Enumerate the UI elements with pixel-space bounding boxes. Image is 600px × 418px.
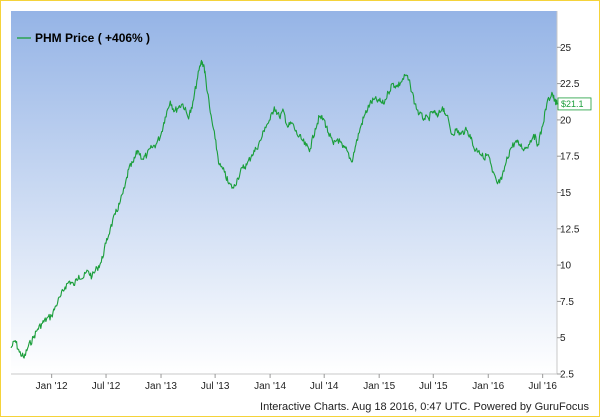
- y-tick-label: 25: [560, 43, 572, 54]
- x-tick-label: Jan '15: [363, 381, 395, 392]
- y-tick-label: 2.5: [560, 370, 574, 381]
- x-tick-label: Jan '14: [254, 381, 286, 392]
- legend-label: PHM Price ( +406% ): [35, 31, 150, 45]
- y-tick-label: 7.5: [560, 297, 574, 308]
- y-tick-label: 20: [560, 115, 572, 126]
- last-value-label: $21.1: [561, 99, 584, 109]
- y-tick-label: 5: [560, 333, 566, 344]
- x-axis-ticks: Jan '12 Jul '12 Jan '13 Jul '13 Jan '14 Jul '…: [36, 374, 557, 392]
- y-tick-label: 17.5: [560, 152, 580, 163]
- plot-area: [11, 11, 557, 374]
- y-tick-label: 22.5: [560, 79, 580, 90]
- x-tick-label: Jul '12: [92, 381, 121, 392]
- x-tick-label: Jul '13: [201, 381, 230, 392]
- series-line-phm-price[interactable]: [10, 59, 558, 359]
- x-tick-label: Jul '16: [528, 381, 557, 392]
- y-tick-label: 12.5: [560, 224, 580, 235]
- y-tick-label: 15: [560, 188, 572, 199]
- footer-credit: Interactive Charts. Aug 18 2016, 0:47 UT…: [260, 401, 589, 413]
- x-tick-label: Jan '12: [36, 381, 68, 392]
- y-axis-ticks: 2.5 5 7.5 10 12.5 15 17.5 20 22.5 25: [557, 43, 580, 381]
- x-tick-label: Jan '13: [145, 381, 177, 392]
- x-tick-label: Jan '16: [472, 381, 504, 392]
- legend[interactable]: PHM Price ( +406% ): [17, 31, 150, 45]
- series-group: [10, 59, 558, 359]
- last-value-marker: $21.1: [555, 97, 592, 111]
- last-value-box: [557, 97, 592, 111]
- x-tick-label: Jul '15: [419, 381, 448, 392]
- y-tick-label: 10: [560, 261, 572, 272]
- x-tick-label: Jul '14: [310, 381, 339, 392]
